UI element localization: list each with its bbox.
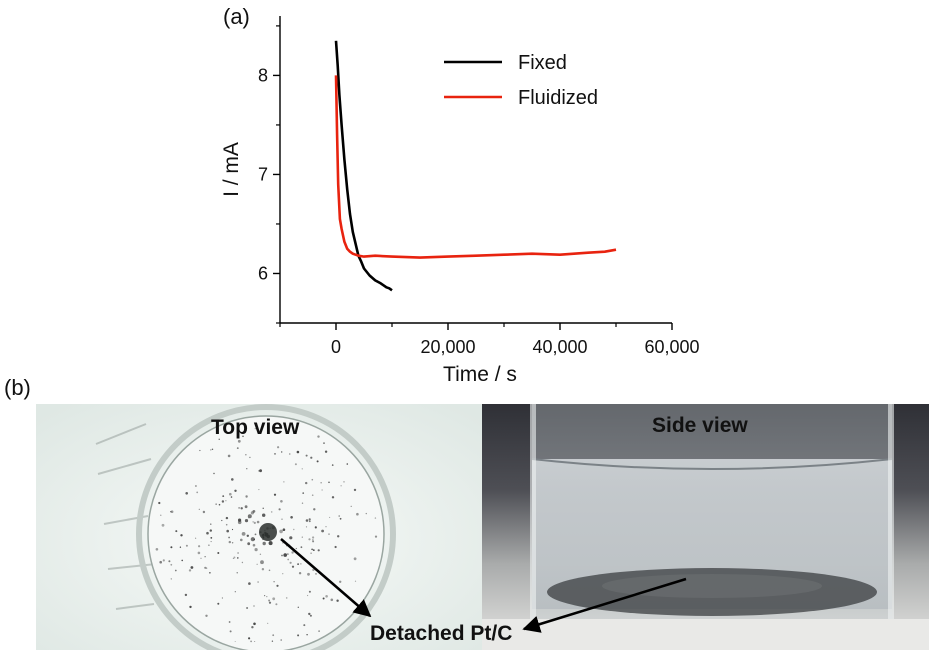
current-time-chart: 0 20,000 40,000 60,000 6 7 8 Time / s I / mA Fix…: [220, 16, 700, 386]
panel-a-label: (a): [223, 4, 250, 29]
top-view-photo: Top view: [36, 404, 482, 650]
y-tick-label: 7: [258, 164, 268, 184]
x-tick-label: 20,000: [420, 337, 475, 357]
x-axis-label: Time / s: [443, 363, 517, 386]
y-tick-label: 6: [258, 263, 268, 283]
chart-axes: 0 20,000 40,000 60,000 6 7 8 Time / s I / mA: [220, 16, 700, 386]
legend-label: Fluidized: [518, 87, 598, 109]
arrow-to-top-view: [280, 538, 372, 618]
arrow-to-side-view: [522, 577, 687, 633]
x-tick-label: 0: [331, 337, 341, 357]
side-view-photo: Side view: [482, 404, 929, 650]
caption-arrows: [280, 538, 687, 633]
detached-ptc-caption: Detached Pt/C: [370, 622, 513, 645]
side-view-image: [482, 404, 929, 650]
side-view-title: Side view: [652, 414, 748, 437]
panel-b-label: (b): [4, 375, 31, 400]
chart-legend: Fixed Fluidized: [444, 52, 598, 109]
y-tick-label: 8: [258, 65, 268, 85]
series-line-fixed: [334, 40, 393, 292]
legend-label: Fixed: [518, 52, 567, 74]
series-line-fluidized: [334, 75, 617, 259]
photo-panel: Top view: [36, 404, 929, 650]
top-view-title: Top view: [211, 416, 300, 439]
x-tick-label: 40,000: [532, 337, 587, 357]
top-view-image: [36, 404, 482, 650]
x-tick-label: 60,000: [644, 337, 699, 357]
y-axis-label: I / mA: [220, 142, 243, 197]
chart-series: [334, 40, 617, 292]
